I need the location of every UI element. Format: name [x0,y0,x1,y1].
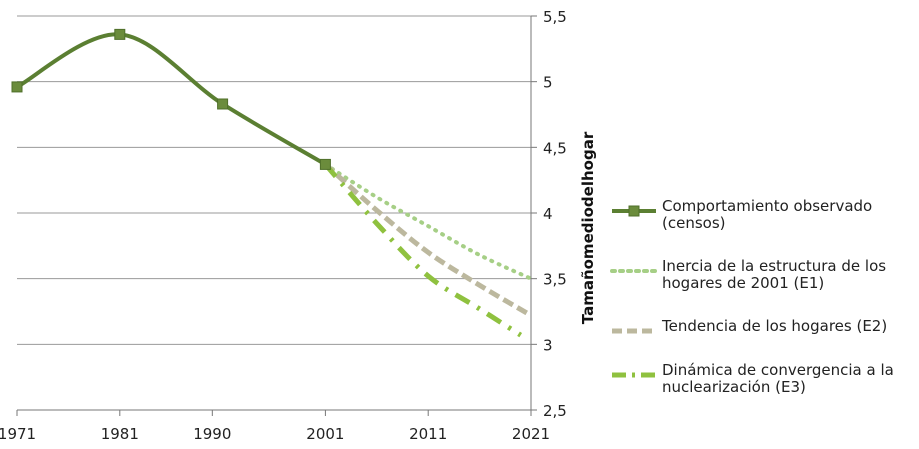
x-tick-labels: 1971 1981 1990 2001 2011 2021 [0,425,550,443]
y-tick-label-5,5: 5,5 [543,8,567,26]
y-tick-label-3: 3 [543,336,553,354]
y-tick-labels: 2,5 3 3,5 4 4,5 5 5,5 [543,8,567,420]
legend-label-e3: Dinámica de convergencia a la nucleariza… [662,361,894,396]
data-point-observed-2 [217,98,229,110]
series-line-1 [323,162,533,281]
x-tick-label-2011: 2011 [409,425,447,443]
x-tick-label-1990: 1990 [193,425,231,443]
y-tick-label-4,5: 4,5 [543,139,567,157]
data-point-observed-1 [114,28,126,40]
legend-item-e1: Inercia de la estructura de los hogares … [610,258,919,304]
legend-swatch-observed [612,205,656,217]
legend: Comportamiento observado (censos) Inerci… [610,198,919,422]
legend-label-e2: Tendencia de los hogares (E2) [662,317,888,335]
y-tick-label-4: 4 [543,205,553,223]
legend-item-e2: Tendencia de los hogares (E2) [610,318,919,348]
series [11,28,533,338]
y-axis-title: Tamañomediodelhogar [579,131,597,324]
x-tick-label-1971: 1971 [0,425,36,443]
legend-item-observed: Comportamiento observado (censos) [610,198,919,244]
data-point-observed-3 [319,158,331,170]
y-tick-label-3,5: 3,5 [543,271,567,289]
x-tick-label-2001: 2001 [306,425,344,443]
legend-item-e3: Dinámica de convergencia a la nucleariza… [610,362,919,408]
data-point-observed-0 [11,81,23,93]
axes [16,15,537,416]
legend-label-observed: Comportamiento observado (censos) [662,197,873,232]
x-tick-label-2021: 2021 [512,425,550,443]
y-tick-label-5: 5 [543,74,553,92]
y-tick-label-2,5: 2,5 [543,402,567,420]
series-line-2 [323,162,533,318]
x-tick-label-1981: 1981 [101,425,139,443]
series-line-3 [323,162,523,338]
legend-label-e1: Inercia de la estructura de los hogares … [662,257,887,292]
legend-swatch-e2 [612,328,656,334]
series-line-0 [15,32,328,167]
legend-swatch-e1 [610,269,658,273]
gridlines [17,15,531,411]
legend-swatch-e3 [612,372,656,378]
